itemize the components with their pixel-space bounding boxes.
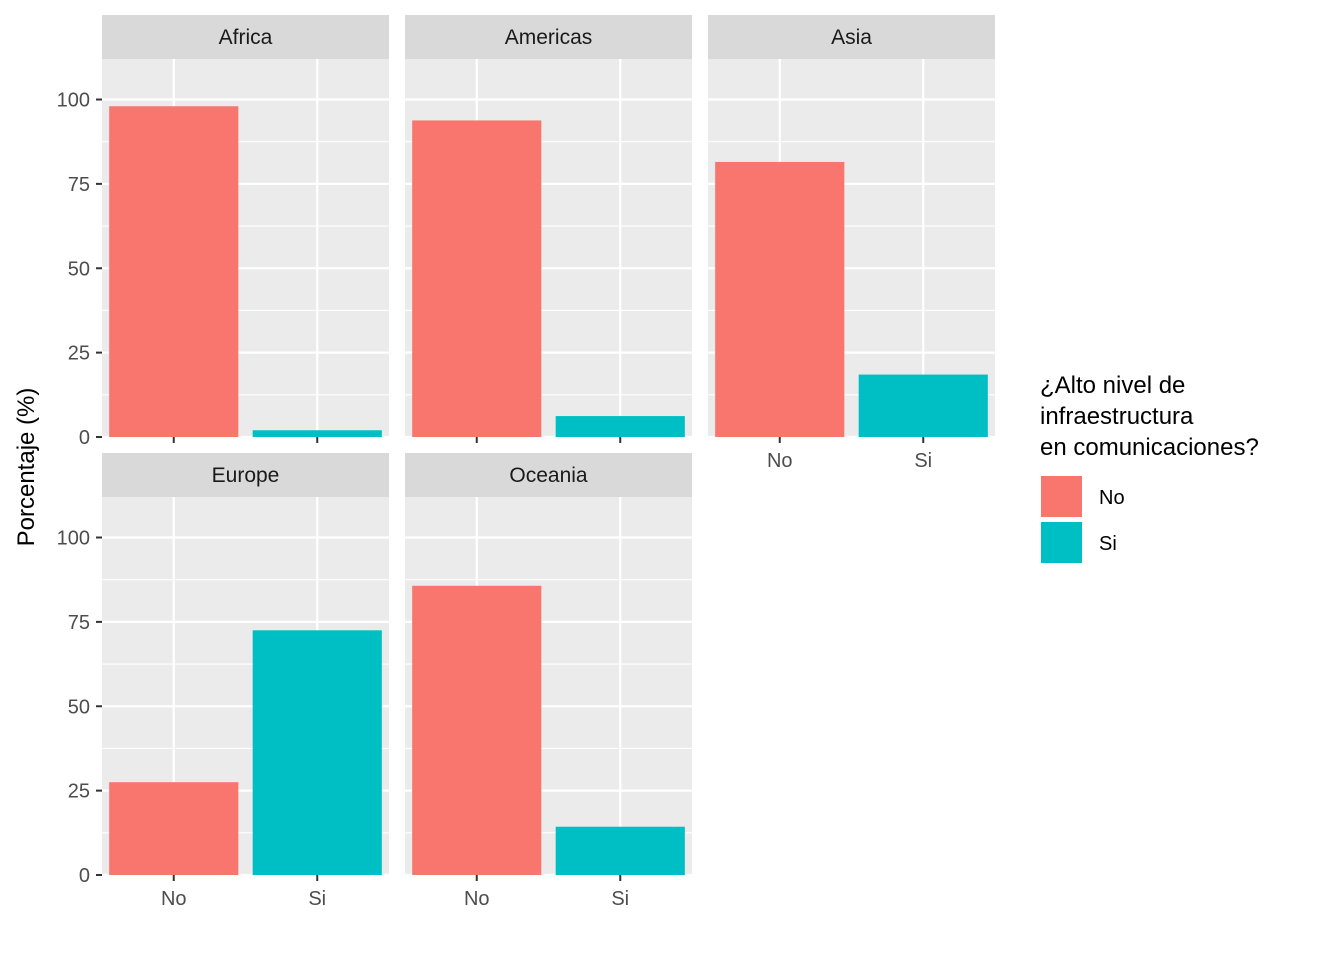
facet-panel-africa: Africa bbox=[102, 15, 389, 443]
bar-americas-si bbox=[555, 416, 685, 437]
x-tick-label: Si bbox=[308, 888, 326, 910]
facet-strip-label: Africa bbox=[219, 26, 273, 49]
facet-panel-asia: Asia No Si bbox=[708, 15, 995, 472]
facet-strip-label: Asia bbox=[831, 26, 872, 49]
y-tick-label: 50 bbox=[68, 696, 90, 718]
legend-title-line: infraestructura bbox=[1040, 403, 1194, 430]
facet-strip bbox=[405, 15, 692, 59]
bar-europe-no bbox=[109, 782, 239, 875]
y-tick-label: 100 bbox=[57, 90, 90, 112]
bar-asia-no bbox=[715, 161, 845, 437]
legend-label-si: Si bbox=[1099, 533, 1117, 555]
x-tick-label: No bbox=[767, 450, 793, 472]
facet-strip bbox=[405, 453, 692, 497]
x-tick-label: Si bbox=[914, 450, 932, 472]
y-tick-label: 75 bbox=[68, 612, 90, 634]
bar-asia-si bbox=[858, 374, 988, 437]
legend-key-no bbox=[1039, 474, 1084, 519]
legend-title-line: en comunicaciones? bbox=[1040, 434, 1259, 461]
bar-africa-no bbox=[109, 106, 239, 437]
y-tick-label: 25 bbox=[68, 343, 90, 365]
y-tick-label: 25 bbox=[68, 781, 90, 803]
y-tick-label: 50 bbox=[68, 258, 90, 280]
legend-label-no: No bbox=[1099, 487, 1125, 509]
facet-strip bbox=[102, 453, 389, 497]
legend: ¿Alto nivel de infraestructura en comuni… bbox=[1039, 372, 1259, 565]
bar-europe-si bbox=[252, 630, 382, 875]
facet-panel-europe: Europe No Si bbox=[102, 453, 389, 910]
facet-panel-americas: Americas bbox=[405, 15, 692, 443]
y-axes: 0 25 50 75 100 0 25 50 75 100 bbox=[57, 90, 102, 887]
y-axis-title: Porcentaje (%) bbox=[13, 388, 40, 547]
bar-africa-si bbox=[252, 430, 382, 437]
legend-title-line: ¿Alto nivel de bbox=[1040, 372, 1185, 399]
y-tick-label: 0 bbox=[79, 865, 90, 887]
x-tick-label: No bbox=[161, 888, 187, 910]
y-tick-label: 75 bbox=[68, 174, 90, 196]
facet-strip bbox=[708, 15, 995, 59]
facet-panels: Africa Americas Asia No Si Europe No Si Oceania N… bbox=[102, 15, 995, 910]
facet-panel-oceania: Oceania No Si bbox=[405, 453, 692, 910]
x-tick-label: No bbox=[464, 888, 490, 910]
bar-americas-no bbox=[412, 120, 542, 438]
facet-strip-label: Oceania bbox=[509, 464, 588, 487]
bar-oceania-no bbox=[412, 585, 542, 875]
x-tick-label: Si bbox=[611, 888, 629, 910]
facet-strip-label: Americas bbox=[505, 26, 593, 49]
facet-strip-label: Europe bbox=[212, 464, 280, 487]
legend-key-si bbox=[1039, 520, 1084, 565]
facet-strip bbox=[102, 15, 389, 59]
bar-oceania-si bbox=[555, 826, 685, 875]
y-tick-label: 0 bbox=[79, 427, 90, 449]
y-tick-label: 100 bbox=[57, 528, 90, 550]
